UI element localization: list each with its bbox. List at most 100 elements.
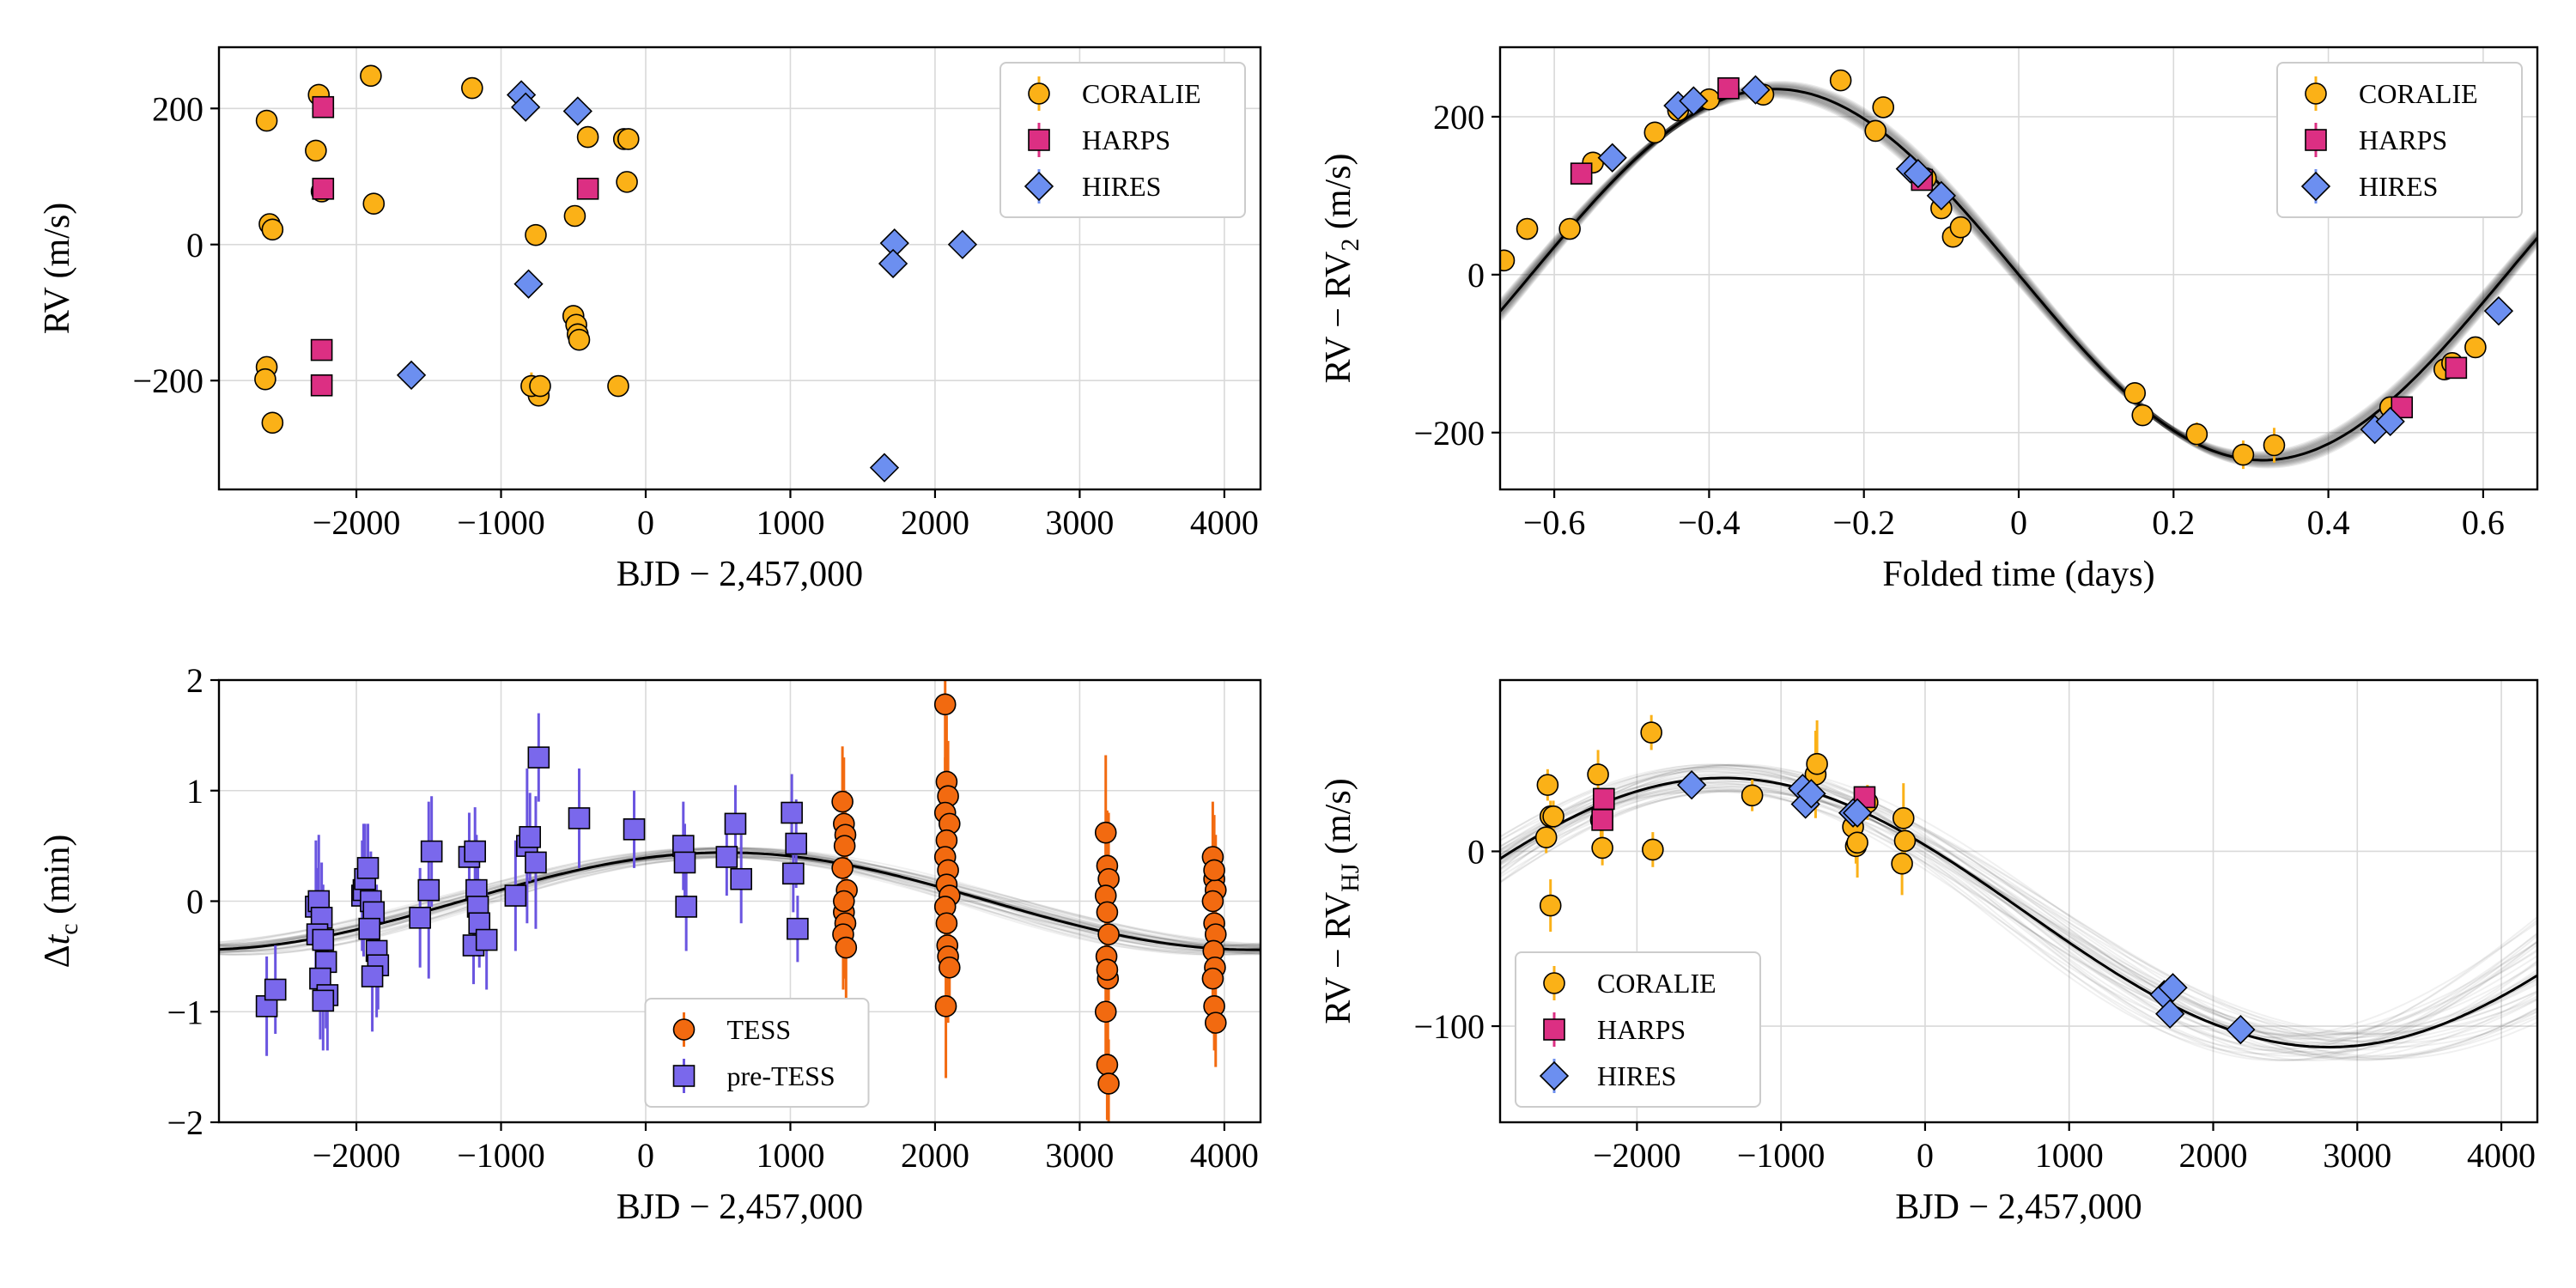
posterior-draw bbox=[1500, 769, 2537, 1055]
x-axis-label: BJD − 2,457,000 bbox=[1895, 1188, 2142, 1227]
pretess-point bbox=[356, 857, 380, 879]
coralie-point bbox=[2185, 422, 2208, 446]
coralie-point bbox=[2123, 382, 2147, 404]
coralie-point bbox=[1542, 805, 1564, 828]
posterior-draw bbox=[1500, 788, 2537, 1037]
tess-point bbox=[1201, 890, 1224, 913]
pretess-point bbox=[781, 801, 803, 824]
y-axis-label: RV − RVHJ (m/s) bbox=[1319, 778, 1364, 1024]
hires-point bbox=[1597, 143, 1627, 173]
posterior-draw bbox=[1500, 790, 2537, 1035]
posterior-draw bbox=[1500, 787, 2537, 1038]
coralie-point bbox=[2464, 336, 2487, 359]
pretess-point bbox=[715, 846, 738, 868]
posterior-draw bbox=[1500, 790, 2537, 1036]
posterior-draw bbox=[1500, 781, 2537, 1044]
x-tick-label: 3000 bbox=[2323, 1136, 2391, 1175]
coralie-point bbox=[1591, 836, 1613, 860]
posterior-draw bbox=[219, 848, 1261, 954]
pretess-point bbox=[264, 978, 287, 1001]
tess-point bbox=[1094, 821, 1117, 844]
x-tick-label: −0.2 bbox=[1832, 503, 1895, 542]
coralie-point bbox=[1806, 752, 1828, 775]
pretess-point bbox=[525, 851, 547, 874]
posterior-draw bbox=[1500, 766, 2537, 1059]
pretess-point bbox=[673, 851, 696, 874]
hires-point bbox=[1842, 798, 1873, 828]
plot-area bbox=[254, 64, 978, 483]
posterior-draw bbox=[219, 854, 1261, 948]
posterior-draw bbox=[219, 854, 1261, 949]
x-axis-label: BJD − 2,457,000 bbox=[617, 555, 863, 594]
y-tick-label: 200 bbox=[152, 89, 204, 128]
pretess-point bbox=[730, 867, 752, 890]
posterior-draw bbox=[1500, 789, 2537, 1036]
y-axis-label: RV − RV2 (m/s) bbox=[1319, 153, 1364, 383]
coralie-point bbox=[1893, 829, 1917, 853]
coralie-point bbox=[1891, 852, 1913, 875]
x-tick-label: 2000 bbox=[901, 503, 969, 542]
hires-point bbox=[396, 360, 427, 391]
legend-marker-hires bbox=[1539, 1060, 1570, 1091]
x-tick-label: 0 bbox=[637, 1136, 654, 1175]
harps-point bbox=[1593, 787, 1615, 811]
harps-point bbox=[310, 374, 333, 397]
y-axis-label: RV (m/s) bbox=[38, 203, 77, 334]
tess-point bbox=[933, 693, 957, 716]
tess-point bbox=[832, 890, 855, 913]
x-tick-label: −2000 bbox=[313, 1136, 401, 1175]
pretess-point bbox=[358, 917, 381, 940]
tess-point bbox=[1203, 859, 1225, 882]
y-axis-label: Δtc (min) bbox=[38, 835, 83, 969]
coralie-point bbox=[2131, 404, 2154, 427]
x-tick-label: 0.6 bbox=[2462, 503, 2505, 542]
tess-point bbox=[1204, 1012, 1227, 1034]
pretess-point bbox=[782, 862, 805, 885]
tess-point bbox=[1096, 958, 1119, 981]
legend-marker-harps bbox=[1028, 129, 1050, 151]
legend: TESS pre-TESS bbox=[644, 998, 870, 1108]
posterior-draw bbox=[1500, 782, 2537, 1042]
coralie-point bbox=[617, 128, 640, 150]
hires-point bbox=[1677, 770, 1707, 800]
hires-point bbox=[562, 96, 592, 126]
plot-area bbox=[219, 680, 1261, 1122]
x-tick-label: 0 bbox=[637, 503, 654, 542]
model-curve bbox=[219, 851, 1261, 951]
x-tick-label: 0.4 bbox=[2307, 503, 2350, 542]
legend-label-tess: TESS bbox=[727, 1014, 792, 1045]
pretess-point bbox=[361, 965, 384, 987]
hires-point bbox=[1796, 779, 1826, 809]
posterior-draw bbox=[219, 856, 1261, 945]
x-tick-label: 0.2 bbox=[2152, 503, 2195, 542]
x-tick-label: 4000 bbox=[1190, 503, 1259, 542]
x-axis-label: Folded time (days) bbox=[1882, 555, 2154, 594]
legend-label-pretess: pre-TESS bbox=[727, 1060, 835, 1091]
legend-label-coralie: CORALIE bbox=[2359, 78, 2478, 109]
hires-point bbox=[1679, 86, 1709, 116]
y-tick-label: −2 bbox=[167, 1103, 204, 1142]
coralie-point bbox=[1829, 69, 1852, 92]
y-tick-label: 200 bbox=[1433, 98, 1485, 137]
hires-point bbox=[2375, 406, 2405, 437]
coralie-point bbox=[360, 64, 382, 88]
y-tick-label: −200 bbox=[1413, 414, 1485, 453]
legend-label-coralie: CORALIE bbox=[1597, 968, 1716, 999]
coralie-point bbox=[1872, 96, 1895, 118]
coralie-point bbox=[1642, 838, 1664, 861]
hires-point bbox=[947, 229, 978, 259]
legend-label-harps: HARPS bbox=[1082, 125, 1170, 155]
posterior-draw bbox=[1500, 765, 2537, 1060]
posterior-draw bbox=[1500, 781, 2537, 1045]
legend: CORALIE HARPS HIRES bbox=[1515, 951, 1761, 1108]
hires-point bbox=[869, 453, 900, 483]
posterior-draw bbox=[219, 847, 1261, 956]
coralie-point bbox=[1539, 894, 1562, 917]
posterior-draw bbox=[1500, 763, 2537, 1061]
x-tick-label: −0.4 bbox=[1678, 503, 1741, 542]
tess-point bbox=[934, 995, 957, 1018]
tess-point bbox=[1096, 901, 1119, 924]
